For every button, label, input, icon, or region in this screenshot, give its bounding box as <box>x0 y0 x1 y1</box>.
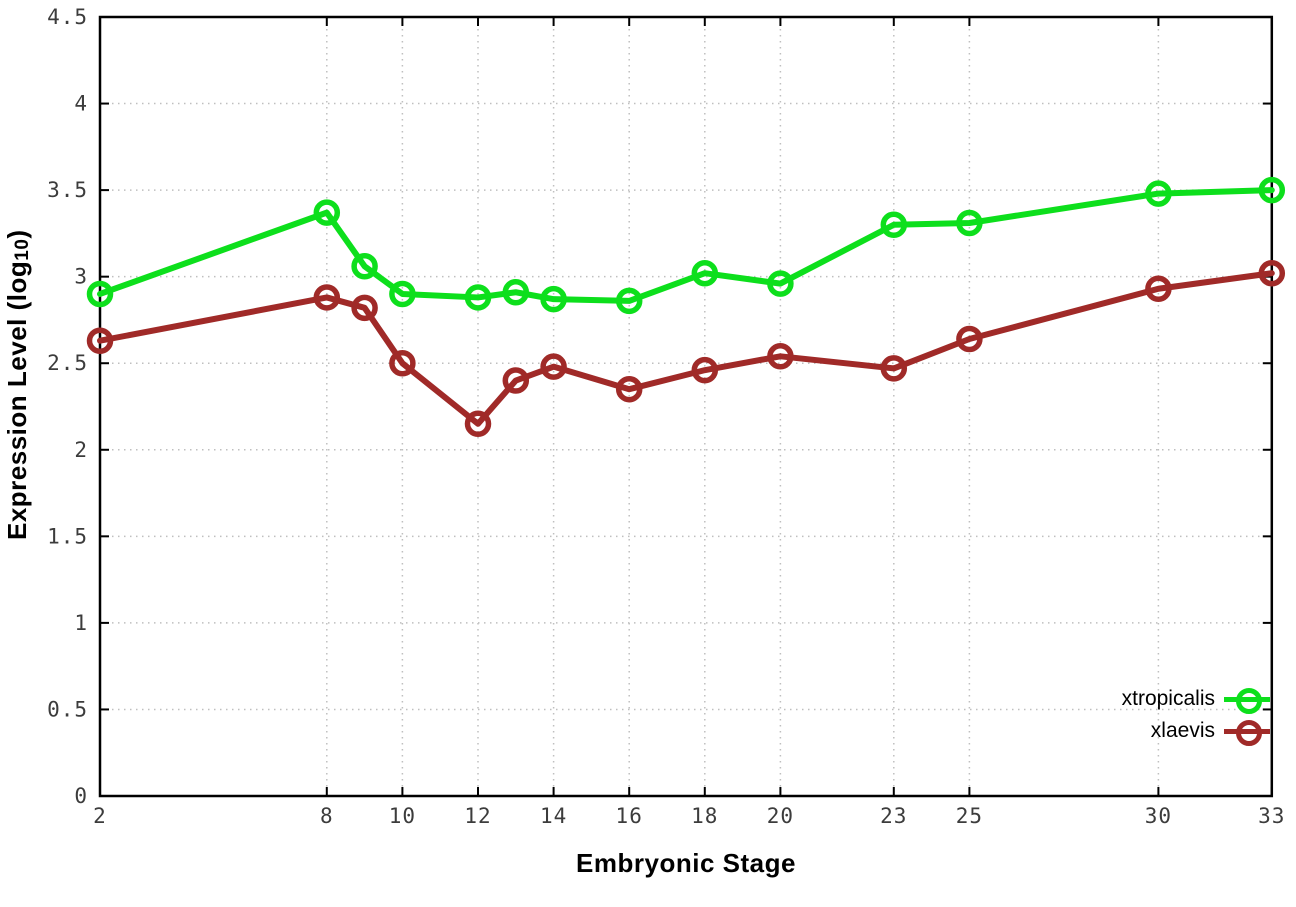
y-tick-label: 0.5 <box>47 697 88 721</box>
series-line-xtropicalis <box>97 187 1275 304</box>
series-line-xlaevis <box>97 270 1275 427</box>
data-point-xlaevis <box>956 325 983 353</box>
x-tick-label: 20 <box>767 804 794 828</box>
x-tick-label: 14 <box>540 804 567 828</box>
chart-legend: xtropicalis xlaevis <box>1121 686 1270 746</box>
data-point-xtropicalis <box>313 199 341 226</box>
plot-border <box>98 15 1274 798</box>
data-point-xtropicalis <box>880 211 908 238</box>
data-point-xlaevis <box>313 284 341 311</box>
data-point-xlaevis <box>86 327 114 354</box>
data-point-xlaevis <box>351 294 378 322</box>
legend-marker-xtropicalis <box>1224 686 1270 714</box>
legend-label-xtropicalis: xtropicalis <box>1121 687 1215 710</box>
data-point-xlaevis <box>1145 275 1172 303</box>
legend-marker-xlaevis <box>1224 718 1270 746</box>
legend-circle-marker-icon <box>1236 688 1262 714</box>
data-point-xlaevis <box>389 349 416 377</box>
data-point-xtropicalis <box>956 209 983 237</box>
x-tick-label: 2 <box>93 804 107 828</box>
x-tick-label: 10 <box>389 804 416 828</box>
x-tick-label: 25 <box>956 804 983 828</box>
x-tick-label: 8 <box>320 804 334 828</box>
y-axis-title-text: Expression Level (log <box>2 261 32 541</box>
legend-label-xlaevis: xlaevis <box>1150 719 1215 742</box>
data-point-xtropicalis <box>691 259 719 287</box>
y-axis-title: Expression Level (log10) <box>2 140 34 630</box>
x-tick-label: 33 <box>1258 804 1285 828</box>
y-tick-label: 3 <box>74 265 88 289</box>
x-tick-label: 16 <box>616 804 643 828</box>
x-tick-label: 30 <box>1145 804 1172 828</box>
x-tick-label: 18 <box>691 804 718 828</box>
legend-circle-marker-icon <box>1236 720 1262 746</box>
y-tick-label: 3.5 <box>47 178 88 202</box>
y-tick-label: 2 <box>74 438 88 462</box>
x-tick-label: 23 <box>880 804 907 828</box>
data-point-xtropicalis <box>502 278 530 306</box>
x-tick-label: 12 <box>464 804 491 828</box>
data-point-xtropicalis <box>540 285 567 313</box>
data-point-xtropicalis <box>86 280 114 308</box>
y-tick-label: 1.5 <box>47 524 88 548</box>
data-point-xtropicalis <box>389 280 416 308</box>
data-point-xtropicalis <box>464 284 492 311</box>
data-point-xtropicalis <box>615 287 643 315</box>
data-point-xtropicalis <box>1258 176 1286 204</box>
data-point-xtropicalis <box>1145 180 1172 207</box>
y-tick-label: 0 <box>74 784 88 808</box>
data-point-xlaevis <box>615 375 643 403</box>
data-point-xlaevis <box>691 356 719 384</box>
y-tick-label: 1 <box>74 611 88 635</box>
y-tick-label: 4.5 <box>47 5 88 29</box>
data-point-xlaevis <box>502 367 530 394</box>
data-point-xtropicalis <box>351 253 378 280</box>
x-axis-title: Embryonic Stage <box>576 848 796 878</box>
data-point-xtropicalis <box>767 270 794 297</box>
data-point-xlaevis <box>767 343 794 370</box>
data-point-xlaevis <box>464 410 492 438</box>
y-axis-title-subscript: 10 <box>12 238 34 262</box>
data-point-xlaevis <box>880 355 908 382</box>
y-tick-label: 4 <box>74 92 88 116</box>
data-point-xlaevis <box>540 353 567 380</box>
legend-item-xlaevis: xlaevis <box>1122 718 1270 746</box>
y-tick-label: 2.5 <box>47 351 88 375</box>
legend-item-xtropicalis: xtropicalis <box>1121 686 1270 714</box>
data-point-xlaevis <box>1258 259 1286 287</box>
y-axis-title-suffix: ) <box>2 229 32 239</box>
